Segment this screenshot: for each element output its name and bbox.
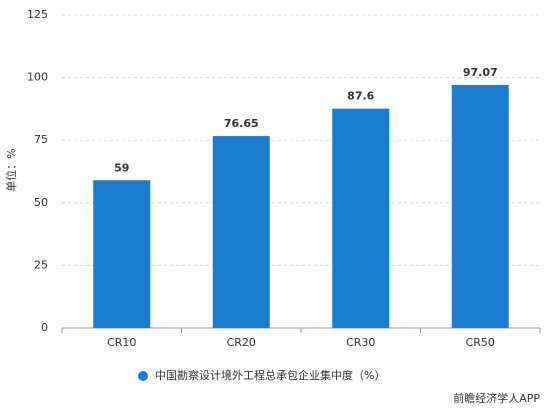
bar [332,108,390,328]
value-label: 97.07 [463,66,498,79]
y-tick-label: 0 [41,321,48,334]
value-label: 87.6 [347,90,374,103]
legend-label: 中国勘察设计境外工程总承包企业集中度（%） [155,368,385,382]
bar [212,136,270,328]
y-axis-label: 单位：% [4,148,18,191]
y-tick-label: 75 [34,133,48,146]
y-tick-label: 50 [34,196,48,209]
value-label: 76.65 [224,117,259,130]
x-tick-label: CR10 [107,336,136,349]
y-tick-label: 100 [27,71,48,84]
bar [93,180,151,328]
y-tick-label: 125 [27,8,48,21]
source: 前瞻经济学人APP [453,391,540,405]
x-tick-label: CR20 [227,336,256,349]
bar [451,84,509,328]
x-tick-label: CR30 [346,336,375,349]
y-tick-label: 25 [34,258,48,271]
legend-marker [138,371,148,381]
x-tick-label: CR50 [466,336,495,349]
value-label: 59 [114,161,129,174]
